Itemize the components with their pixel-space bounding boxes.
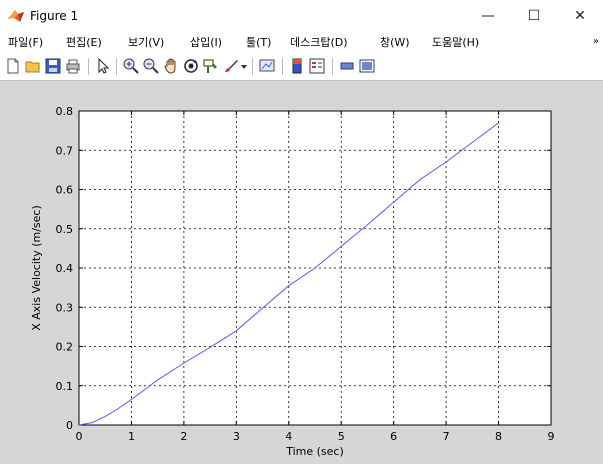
link-plot-icon[interactable] (258, 57, 276, 75)
y-tick-label: 0.7 (56, 144, 74, 157)
new-figure-icon[interactable] (4, 57, 22, 75)
matlab-logo-icon (8, 10, 24, 22)
y-tick-label: 0.3 (56, 301, 74, 314)
y-tick-label: 0.8 (56, 105, 74, 118)
series-line (78, 122, 499, 426)
menu-file[interactable]: 파일(F) (8, 36, 44, 49)
x-tick-label: 4 (285, 430, 292, 443)
save-icon[interactable] (44, 57, 62, 75)
x-tick-label: 7 (443, 430, 450, 443)
minimize-icon: — (481, 8, 495, 24)
zoom-out-icon[interactable] (142, 57, 160, 75)
select-arrow-icon[interactable] (94, 57, 112, 75)
toolbar-separator (252, 58, 253, 75)
menu-overflow-icon[interactable]: » (592, 36, 599, 47)
maximize-icon: ☐ (527, 8, 541, 24)
brush-dropdown-icon[interactable] (240, 57, 248, 75)
x-tick-label: 5 (338, 430, 345, 443)
data-cursor-icon[interactable] (202, 57, 220, 75)
x-tick-label: 9 (548, 430, 555, 443)
toolbar-separator (282, 58, 283, 75)
y-tick-label: 0.4 (56, 262, 74, 275)
menu-tools[interactable]: 툴(T) (246, 36, 272, 49)
y-axis-label: X Axis Velocity (m/sec) (30, 205, 43, 331)
x-tick-label: 2 (180, 430, 187, 443)
menu-bar: 파일(F) 편집(E) 보기(V) 삽입(I) 툴(T) 데스크탑(D) 창(W… (0, 32, 603, 54)
toolbar-separator (332, 58, 333, 75)
menu-desktop[interactable]: 데스크탑(D) (290, 36, 348, 49)
y-tick-label: 0.1 (56, 380, 74, 393)
close-button[interactable]: ✕ (557, 0, 603, 32)
toolbar-separator (116, 58, 117, 75)
x-tick-label: 0 (76, 430, 83, 443)
window-title: Figure 1 (30, 9, 79, 23)
minimize-button[interactable]: — (465, 0, 511, 32)
menu-view[interactable]: 보기(V) (128, 36, 165, 49)
menu-help[interactable]: 도움말(H) (432, 36, 480, 49)
colorbar-icon[interactable] (288, 57, 306, 75)
x-tick-label: 8 (495, 430, 502, 443)
figure-canvas[interactable]: 0 1 2 3 4 5 6 7 8 9 0 0.1 0.2 0.3 0.4 0.5 0.6 0.7 0.8 Time … (0, 80, 603, 464)
pan-icon[interactable] (162, 57, 180, 75)
brush-icon[interactable] (222, 57, 240, 75)
chart: 0 1 2 3 4 5 6 7 8 9 0 0.1 0.2 0.3 0.4 0.5 0.6 0.7 0.8 Time … (30, 105, 555, 458)
x-tick-label: 3 (233, 430, 240, 443)
x-axis-label: Time (sec) (285, 445, 344, 458)
print-icon[interactable] (64, 57, 82, 75)
menu-window[interactable]: 창(W) (380, 36, 410, 49)
x-tick-label: 6 (390, 430, 397, 443)
y-tick-label: 0.5 (56, 223, 74, 236)
title-bar: Figure 1 — ☐ ✕ (0, 0, 603, 32)
show-plot-tools-icon[interactable] (358, 57, 376, 75)
y-tick-label: 0.2 (56, 341, 74, 354)
hide-plot-tools-icon[interactable] (338, 57, 356, 75)
toolbar (0, 54, 603, 80)
menu-edit[interactable]: 편집(E) (66, 36, 102, 49)
y-tick-label: 0 (66, 419, 73, 432)
rotate-3d-icon[interactable] (182, 57, 200, 75)
y-tick-label: 0.6 (56, 184, 74, 197)
zoom-in-icon[interactable] (122, 57, 140, 75)
axes-box (78, 110, 552, 426)
open-file-icon[interactable] (24, 57, 42, 75)
menu-insert[interactable]: 삽입(I) (190, 36, 223, 49)
toolbar-separator (88, 58, 89, 75)
maximize-button[interactable]: ☐ (511, 0, 557, 32)
x-tick-label: 1 (128, 430, 135, 443)
close-icon: ✕ (574, 8, 586, 24)
legend-icon[interactable] (308, 57, 326, 75)
